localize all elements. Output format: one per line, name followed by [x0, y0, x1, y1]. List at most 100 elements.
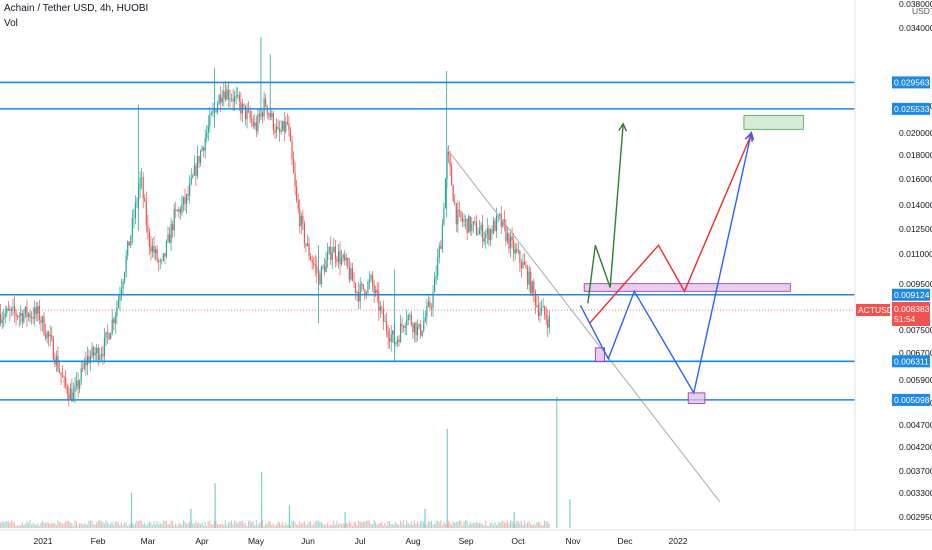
volume-bar: [164, 521, 166, 528]
candle-body: [142, 177, 144, 199]
candle-body: [122, 281, 124, 289]
volume-bar: [475, 522, 477, 528]
candle-body: [34, 307, 36, 319]
candle-body: [156, 249, 158, 261]
volume-bar: [215, 520, 217, 528]
volume-bar: [289, 525, 291, 528]
price-tick-label: 0.009500: [899, 279, 932, 289]
volume-bar: [139, 520, 141, 528]
candle-body: [537, 304, 540, 316]
volume-bar: [17, 525, 19, 528]
volume-bar: [367, 520, 369, 528]
candle-body: [277, 126, 279, 129]
candle-body: [215, 108, 217, 113]
volume-bar: [423, 522, 425, 528]
candle-body: [379, 307, 381, 311]
volume-bar: [441, 525, 443, 528]
volume-bar: [114, 521, 116, 528]
volume-bar: [466, 520, 468, 528]
candle-body: [288, 123, 290, 131]
volume-bar: [249, 520, 251, 528]
candle-body: [52, 338, 54, 360]
volume-bar: [460, 520, 462, 528]
candle-body: [124, 272, 126, 282]
volume-bar: [390, 524, 392, 528]
candle-body: [472, 221, 474, 224]
volume-bar: [370, 524, 372, 528]
candle-body: [502, 219, 504, 227]
volume-bar: [97, 521, 99, 528]
candle-body: [167, 234, 169, 242]
candle-body: [311, 259, 313, 263]
level-price-tag: [892, 355, 930, 368]
volume-bar: [548, 523, 550, 528]
candle-body: [196, 156, 199, 176]
volume-bar: [359, 521, 361, 528]
candle-body: [234, 96, 236, 102]
volume-bar: [527, 522, 529, 528]
zones: [583, 115, 804, 404]
candle-body: [88, 356, 90, 363]
candle-body: [509, 236, 512, 249]
candle-body: [117, 300, 119, 308]
volume-bar: [125, 522, 127, 528]
candle-body: [344, 254, 346, 261]
volume-bar: [74, 520, 76, 528]
volume-bar: [20, 524, 22, 528]
candle-body: [447, 152, 450, 156]
candle-body: [27, 313, 30, 317]
volume-bar: [440, 520, 442, 528]
candle-body: [103, 337, 106, 356]
candle-body: [136, 201, 138, 203]
candle-body: [542, 306, 544, 308]
candle-body: [165, 241, 168, 257]
volume-bar: [263, 525, 265, 528]
candle-body: [114, 316, 116, 324]
volume-bar: [217, 524, 219, 528]
volume-bar: [271, 524, 273, 528]
volume-bar: [542, 524, 544, 528]
candle-body: [292, 158, 295, 173]
volume-bar: [55, 525, 57, 528]
volume-bar: [438, 522, 440, 528]
candle-body: [341, 257, 343, 265]
volume-bar: [533, 523, 535, 528]
volume-bar: [300, 523, 302, 528]
time-tick-label: Mar: [141, 536, 156, 546]
candle-body: [362, 283, 364, 290]
time-tick-label: Jul: [355, 536, 366, 546]
candle-body: [91, 347, 93, 357]
volume-bar: [196, 523, 198, 528]
candle-body: [395, 342, 397, 344]
candle-body: [525, 264, 527, 268]
candle-body: [382, 308, 385, 322]
volume-bar: [170, 520, 172, 528]
candle-body: [286, 122, 288, 124]
candle-body: [283, 121, 285, 132]
candle-body: [44, 334, 47, 339]
volume-bar: [94, 524, 96, 528]
volume-bar: [65, 521, 67, 528]
volume-bar: [41, 520, 43, 528]
candle-body: [540, 307, 543, 312]
volume-bar: [130, 523, 132, 528]
candle-body: [300, 215, 302, 227]
volume-bar: [4, 521, 6, 528]
volume-bar: [488, 525, 490, 528]
candle-body: [285, 122, 287, 132]
candle-body: [530, 271, 532, 294]
volume-bar: [238, 521, 240, 528]
volume-bar: [310, 521, 312, 528]
volume-bar: [429, 521, 431, 528]
volume-bar: [322, 523, 324, 528]
volume-bar: [195, 521, 197, 528]
volume-bar: [539, 522, 541, 528]
volume-bar: [350, 522, 352, 528]
volume-bar: [198, 522, 200, 528]
candle-body: [519, 251, 521, 263]
last-price-value: 0.008383: [894, 304, 930, 314]
candle-body: [148, 230, 150, 247]
volume-bar: [232, 524, 234, 528]
volume-bar: [38, 525, 40, 528]
